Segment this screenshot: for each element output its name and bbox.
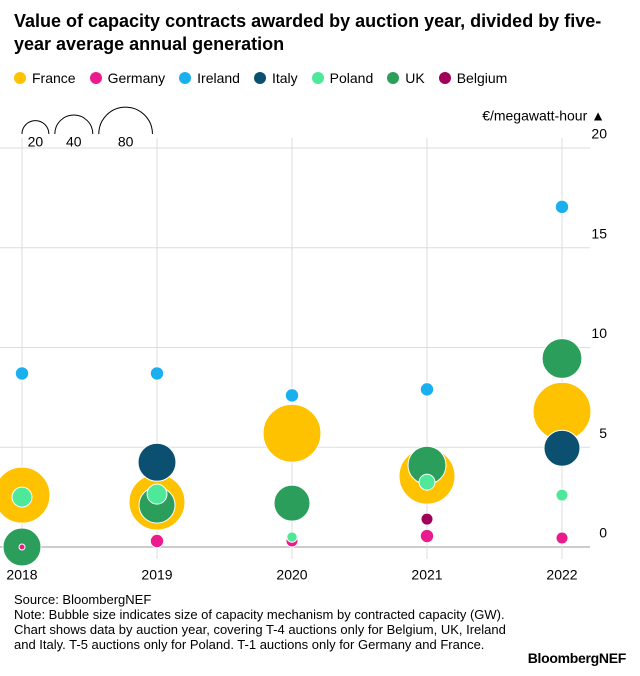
legend-swatch: [438, 72, 451, 84]
bubble: [418, 473, 436, 491]
legend-item: Ireland: [179, 70, 240, 86]
size-legend-label: 40: [66, 134, 82, 150]
legend-item: France: [14, 70, 76, 86]
y-tick-label: 5: [599, 425, 607, 441]
bubble: [137, 442, 177, 482]
legend-label: UK: [405, 70, 425, 86]
bubble: [14, 366, 30, 381]
brand: BloombergNEF: [527, 650, 627, 666]
chart-title: Value of capacity contracts awarded by a…: [14, 11, 602, 54]
y-axis-label: €/megawatt-hour ▲: [482, 108, 605, 124]
bubble: [284, 388, 300, 403]
bubble: [420, 512, 434, 526]
bubble: [273, 484, 311, 522]
x-tick-label: 2019: [141, 567, 172, 583]
bubble: [555, 531, 569, 545]
legend-swatch: [179, 72, 192, 84]
bubble: [554, 199, 570, 215]
legend-swatch: [311, 72, 324, 84]
x-tick-label: 2022: [546, 567, 577, 583]
bubble: [146, 483, 168, 505]
bubble: [419, 528, 435, 544]
bubble: [286, 531, 298, 543]
footer: Source: BloombergNEF Note: Bubble size i…: [14, 592, 524, 652]
legend-label: Poland: [329, 70, 374, 86]
x-tick-label: 2020: [276, 567, 307, 583]
note: Note: Bubble size indicates size of capa…: [14, 607, 506, 652]
bubble: [419, 382, 435, 397]
legend-label: France: [32, 70, 76, 86]
y-tick-label: 15: [591, 225, 607, 241]
bubble: [543, 429, 581, 467]
bubble: [149, 366, 165, 381]
legend-swatch: [89, 72, 102, 84]
legend-swatch: [14, 72, 26, 84]
bubble: [541, 338, 583, 379]
y-tick-label: 0: [599, 525, 607, 541]
size-legend-arc: [54, 114, 94, 135]
bubble: [555, 488, 569, 502]
legend-swatch: [253, 72, 266, 84]
source: Source: BloombergNEF: [14, 592, 152, 607]
y-tick-label: 10: [591, 325, 607, 341]
size-legend-arc: [21, 120, 50, 135]
legend-item: Italy: [253, 70, 298, 86]
legend-label: Ireland: [197, 70, 240, 86]
legend-label: Belgium: [456, 70, 508, 86]
x-tick-label: 2018: [6, 567, 37, 583]
size-legend-arc: [98, 106, 153, 135]
size-legend-label: 80: [118, 134, 134, 150]
legend-swatch: [387, 72, 400, 84]
bubble: [11, 486, 33, 508]
legend-item: Belgium: [438, 70, 508, 86]
bubble: [149, 533, 165, 549]
bubble: [262, 403, 322, 463]
y-tick-label: 20: [591, 126, 607, 142]
legend-item: UK: [387, 70, 425, 86]
legend-label: Italy: [271, 70, 298, 86]
legend-label: Germany: [107, 70, 166, 86]
legend-item: Poland: [311, 70, 374, 86]
bubble: [18, 543, 26, 551]
size-legend-label: 20: [28, 134, 44, 150]
legend: France Germany Ireland Italy Poland UK Belgium: [14, 70, 507, 86]
legend-item: Germany: [89, 70, 166, 86]
x-tick-label: 2021: [411, 567, 442, 583]
